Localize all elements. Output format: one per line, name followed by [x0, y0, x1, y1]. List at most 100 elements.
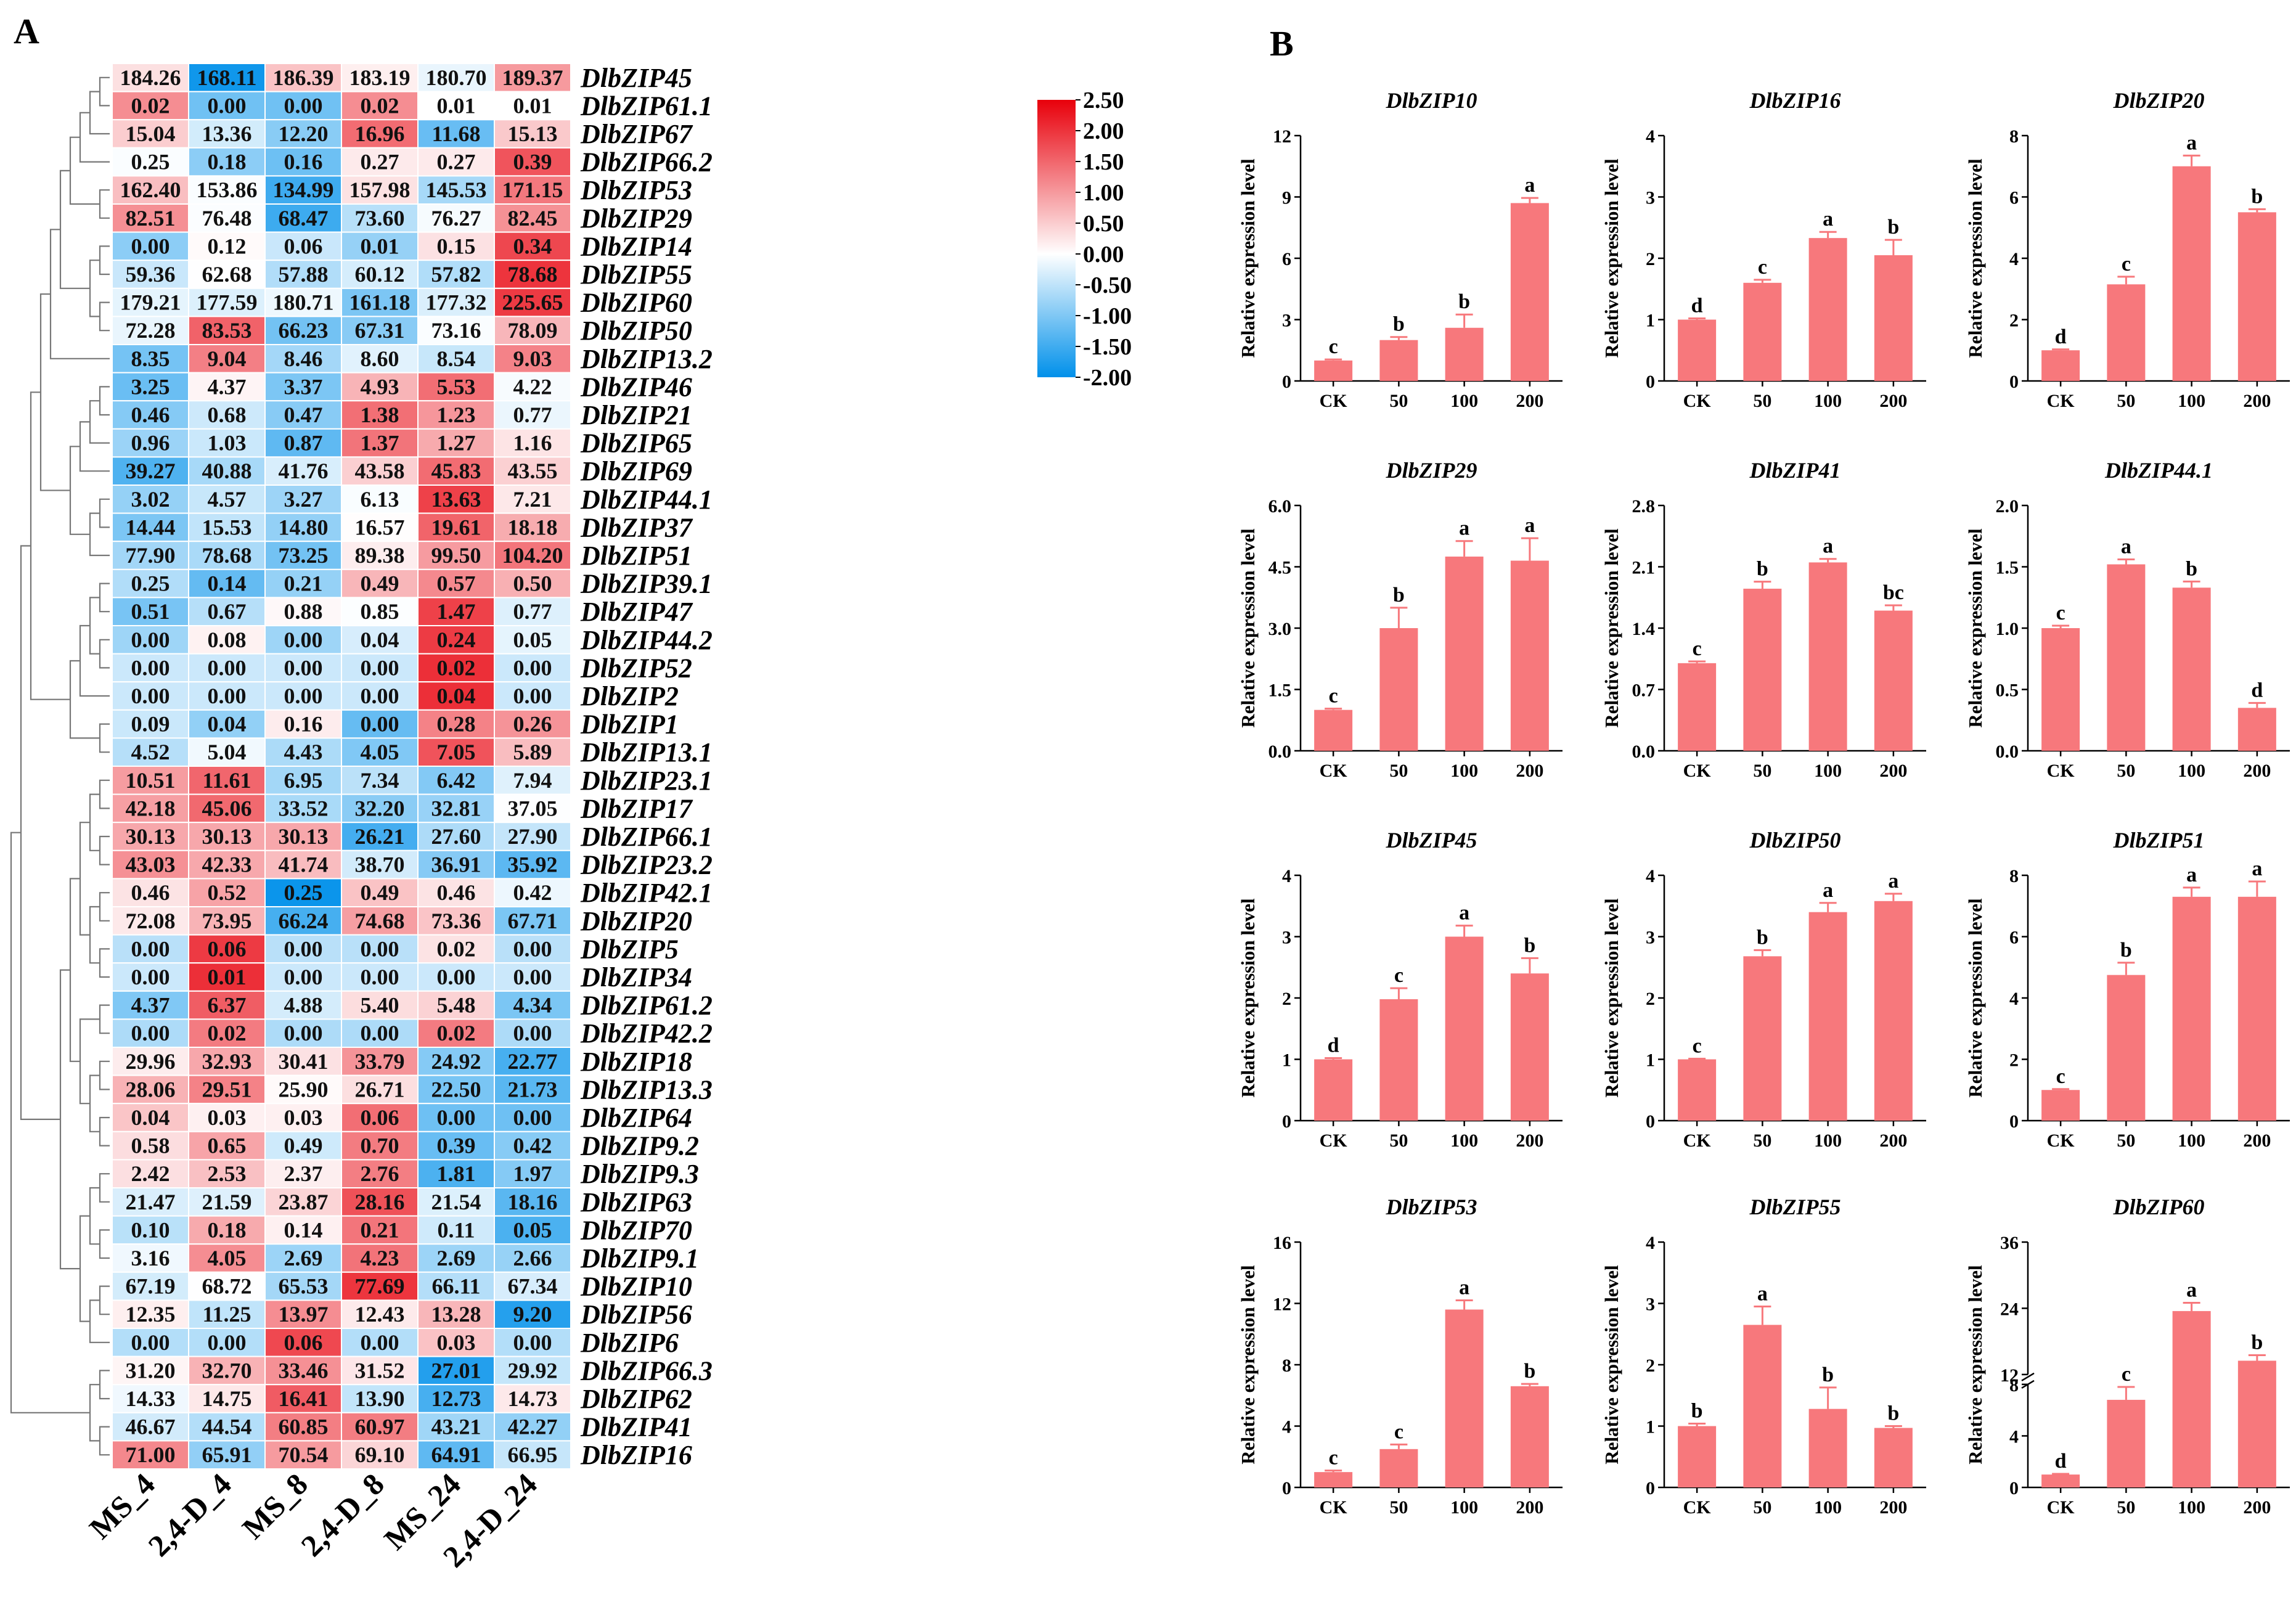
bar	[2041, 1474, 2080, 1487]
heatmap-cell-value: 180.70	[426, 65, 487, 90]
heatmap-cell	[494, 63, 571, 92]
heatmap-cell	[341, 962, 419, 992]
y-tick-label: 6.0	[1269, 496, 1292, 517]
heatmap-cell-value: 27.90	[508, 824, 558, 849]
heatmap-cell-value: 67.71	[508, 909, 558, 933]
gene-label: DlbZIP6	[580, 1328, 679, 1358]
heatmap-cell-value: 14.75	[202, 1386, 252, 1411]
heatmap-cell	[494, 625, 571, 655]
x-tick-label: 100	[2178, 761, 2205, 781]
heatmap-cell-value: 4.88	[284, 993, 323, 1018]
heatmap-cell-value: 1.23	[437, 403, 476, 427]
y-axis-label: Relative expression level	[1601, 158, 1622, 358]
heatmap-cell-value: 0.03	[284, 1105, 323, 1130]
heatmap-cell	[341, 1384, 419, 1413]
gene-label: DlbZIP9.3	[580, 1159, 699, 1189]
heatmap-cell-value: 0.25	[131, 150, 170, 174]
heatmap-cell-value: 5.40	[361, 993, 399, 1018]
heatmap-cell	[341, 1356, 419, 1386]
gene-label: DlbZIP14	[580, 231, 692, 261]
bar-chart: 0 1 2 3 4 DlbZIP16 Relative expression level d C…	[1601, 88, 1926, 411]
heatmap-cell-value: 0.39	[513, 150, 552, 174]
gene-label: DlbZIP2	[580, 681, 679, 711]
gene-label: DlbZIP44.2	[580, 625, 713, 655]
y-tick-label: 3	[1646, 928, 1655, 948]
heatmap-cell	[188, 653, 266, 683]
gene-label: DlbZIP9.2	[580, 1131, 699, 1161]
axis-break-mark	[2021, 1372, 2035, 1381]
bar	[1743, 589, 1782, 751]
heatmap-cell	[417, 512, 495, 542]
chart-title: DlbZIP53	[1386, 1195, 1477, 1219]
significance-letter: b	[1887, 1402, 1899, 1425]
heatmap-cell	[264, 625, 342, 655]
significance-letter: c	[2056, 1065, 2065, 1088]
heatmap-cell-value: 0.26	[513, 712, 552, 737]
heatmap-cell	[494, 119, 571, 149]
bar	[2237, 1360, 2276, 1487]
dendrogram-branch	[89, 906, 100, 964]
y-tick-label: 4	[2009, 1426, 2019, 1447]
heatmap-cell-value: 16.96	[355, 121, 405, 146]
heatmap-cell-value: 74.68	[355, 909, 405, 933]
bar-chart: 0 2 4 6 8 DlbZIP20 Relative expression level d C…	[1964, 88, 2290, 411]
heatmap-cell-value: 177.59	[197, 290, 258, 315]
gene-label: DlbZIP61.2	[580, 991, 713, 1021]
heatmap-cell-value: 26.71	[355, 1077, 405, 1102]
heatmap-cell-value: 5.48	[437, 993, 476, 1018]
y-tick-label: 1.4	[1632, 619, 1656, 639]
dendrogram-branch	[99, 189, 110, 219]
chart-title: DlbZIP29	[1386, 458, 1477, 483]
significance-letter: a	[2252, 857, 2262, 880]
heatmap-cell	[112, 1047, 189, 1076]
dendrogram-branch	[99, 245, 110, 276]
dendrogram-branch	[99, 386, 110, 416]
heatmap-cell-value: 4.05	[361, 740, 399, 764]
heatmap-cell-value: 40.88	[202, 459, 252, 483]
heatmap-cell-value: 32.70	[202, 1358, 252, 1383]
heatmap-cell-value: 0.42	[513, 1134, 552, 1158]
heatmap-cell-value: 1.47	[437, 599, 476, 624]
bar	[1314, 1472, 1353, 1487]
dendrogram-branch	[99, 835, 110, 865]
heatmap-cell-value: 134.99	[273, 178, 334, 202]
y-tick-label: 0	[1646, 1478, 1655, 1499]
dendrogram-branch	[99, 1173, 110, 1203]
heatmap-cell-value: 0.00	[284, 655, 323, 680]
heatmap-cell	[417, 1159, 495, 1189]
heatmap-cell	[188, 1131, 266, 1161]
heatmap-cell-value: 77.69	[355, 1274, 405, 1299]
heatmap-cell	[341, 1131, 419, 1161]
heatmap-cell-value: 183.19	[349, 65, 411, 90]
bar	[1874, 610, 1913, 751]
significance-letter: a	[1757, 1282, 1768, 1305]
heatmap-cell	[264, 990, 342, 1020]
x-tick-label: CK	[1320, 1497, 1348, 1518]
bar-chart: 0 1 2 3 4 DlbZIP55 Relative expression level b C…	[1601, 1195, 1926, 1518]
x-tick-label: 100	[2178, 1131, 2205, 1151]
heatmap-cell-value: 60.85	[279, 1415, 329, 1439]
x-tick-label: 100	[1814, 1131, 1842, 1151]
heatmap-cell-value: 3.16	[131, 1246, 170, 1270]
heatmap-cell-value: 0.00	[284, 684, 323, 708]
heatmap-cell	[341, 597, 419, 627]
heatmap-cell	[417, 1328, 495, 1357]
dendrogram-branch	[79, 112, 110, 163]
significance-letter: b	[1757, 926, 1768, 949]
x-tick-label: 50	[2117, 1497, 2135, 1518]
heatmap-cell	[112, 1271, 189, 1301]
significance-letter: c	[1394, 964, 1403, 987]
heatmap-cell-value: 46.67	[126, 1415, 176, 1439]
x-tick-label: CK	[2047, 1497, 2075, 1518]
significance-letter: b	[1524, 1360, 1535, 1383]
significance-letter: a	[2121, 536, 2131, 558]
heatmap-cell-value: 69.10	[355, 1442, 405, 1467]
heatmap-cell	[494, 1384, 571, 1413]
heatmap-cell	[264, 849, 342, 880]
heatmap-cell-value: 78.09	[508, 318, 558, 343]
heatmap-cell-value: 145.53	[426, 178, 487, 202]
heatmap-cell-value: 14.73	[508, 1386, 558, 1411]
bar	[1445, 1309, 1484, 1487]
heatmap-cell-value: 0.96	[131, 431, 170, 456]
